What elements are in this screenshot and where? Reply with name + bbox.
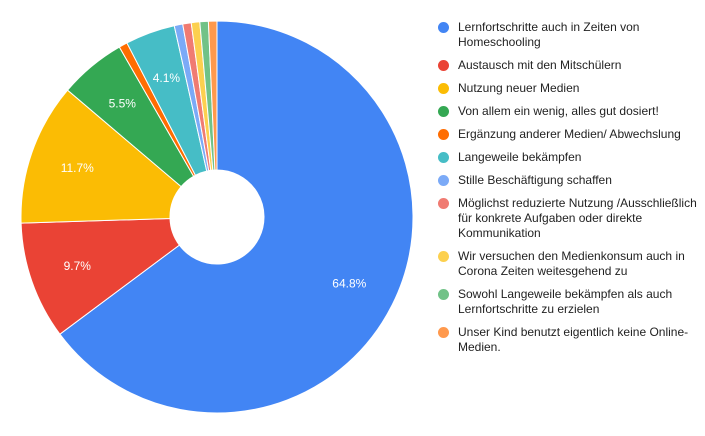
pie-slice-1 [20, 217, 181, 335]
legend-item-2: Nutzung neuer Medien [438, 81, 700, 96]
legend-item-5: Langeweile bekämpfen [438, 150, 700, 165]
donut-chart: 64.8% 9.7% 11.7% 5.5% 4.1% [20, 20, 414, 414]
slice-value-label-1: 9.7% [64, 259, 92, 273]
pie-slice-0 [59, 20, 414, 414]
chart-data-labels: 64.8% 9.7% 11.7% 5.5% 4.1% [61, 71, 367, 290]
legend-item-3: Von allem ein wenig, alles gut dosiert! [438, 104, 700, 119]
legend-swatch-icon [438, 106, 449, 117]
legend-label: Stille Beschäftigung schaffen [458, 173, 612, 187]
slice-value-label-0: 64.8% [332, 276, 366, 290]
chart-legend: Lernfortschritte auch in Zeiten von Home… [438, 20, 700, 363]
legend-swatch-icon [438, 129, 449, 140]
legend-label: Sowohl Langeweile bekämpfen als auch Ler… [458, 287, 673, 316]
legend-item-8: Wir versuchen den Medienkonsum auch in C… [438, 249, 700, 279]
legend-label: Ergänzung anderer Medien/ Abwechslung [458, 127, 681, 141]
legend-swatch-icon [438, 327, 449, 338]
legend-label: Nutzung neuer Medien [458, 81, 580, 95]
slice-value-label-3: 5.5% [109, 96, 137, 110]
legend-label: Unser Kind benutzt eigentlich keine Onli… [458, 325, 689, 354]
legend-item-0: Lernfortschritte auch in Zeiten von Home… [438, 20, 700, 50]
legend-label: Lernfortschritte auch in Zeiten von Home… [458, 20, 640, 49]
legend-label: Möglichst reduzierte Nutzung /Ausschließ… [458, 196, 697, 240]
legend-swatch-icon [438, 152, 449, 163]
legend-item-1: Austausch mit den Mitschülern [438, 58, 700, 73]
legend-swatch-icon [438, 83, 449, 94]
slice-value-label-5: 4.1% [153, 71, 181, 85]
legend-label: Austausch mit den Mitschülern [458, 58, 622, 72]
legend-item-6: Stille Beschäftigung schaffen [438, 173, 700, 188]
legend-item-10: Unser Kind benutzt eigentlich keine Onli… [438, 325, 700, 355]
legend-item-4: Ergänzung anderer Medien/ Abwechslung [438, 127, 700, 142]
legend-swatch-icon [438, 60, 449, 71]
legend-swatch-icon [438, 22, 449, 33]
pie-slice-2 [20, 89, 182, 224]
legend-swatch-icon [438, 175, 449, 186]
legend-swatch-icon [438, 289, 449, 300]
pie-slice-10 [207, 20, 218, 171]
chart-slices [20, 20, 414, 414]
legend-label: Von allem ein wenig, alles gut dosiert! [458, 104, 659, 118]
legend-swatch-icon [438, 198, 449, 209]
legend-swatch-icon [438, 251, 449, 262]
legend-item-9: Sowohl Langeweile bekämpfen als auch Ler… [438, 287, 700, 317]
slice-value-label-2: 11.7% [61, 161, 94, 175]
legend-item-7: Möglichst reduzierte Nutzung /Ausschließ… [438, 196, 700, 241]
legend-label: Wir versuchen den Medienkonsum auch in C… [458, 249, 685, 278]
legend-label: Langeweile bekämpfen [458, 150, 582, 164]
